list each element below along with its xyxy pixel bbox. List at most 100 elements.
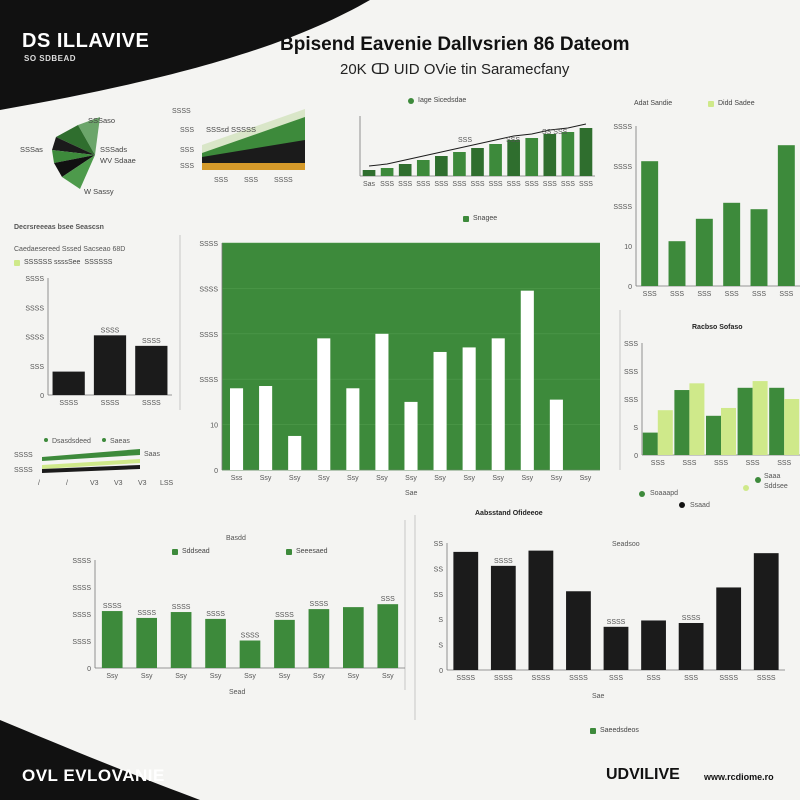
bar — [288, 435, 302, 470]
bar — [170, 612, 192, 668]
x-tick-label: SSS — [543, 181, 557, 188]
chart-top-mid: Sas SSS SSS SSS SSS SSS SSS SSS SSS SSS SSS SSS SSS S… — [359, 116, 595, 188]
bar — [750, 209, 768, 286]
fan-label-c: W Sassy — [84, 187, 114, 196]
area-band-black — [202, 140, 305, 163]
mini-label-c: Saas — [144, 451, 160, 458]
legend-swatch — [463, 215, 469, 222]
x-tick-label: SSSS — [494, 675, 513, 682]
data-label: SSSS — [275, 612, 294, 619]
chart-bottom-left: 0 SSSS SSSS SSSS SSSS SSSS Ssy SSSS Ssy SSSS Ssy SS… — [72, 558, 405, 680]
legend-label: Seeesaed — [296, 548, 328, 555]
brand-logo-top: DS ILLAVIVE — [22, 30, 150, 52]
y-tick-label: SSSS — [72, 612, 91, 619]
bottom-right-title: Seadsoo — [612, 541, 640, 548]
y-tick-label: 0 — [634, 453, 638, 460]
bar — [695, 218, 713, 286]
bar — [716, 587, 742, 670]
bar — [229, 388, 244, 470]
area-xtick: SSS — [244, 177, 258, 184]
x-tick-label: SSSS — [456, 675, 475, 682]
y-tick-label: SSSS — [72, 585, 91, 592]
fan-chart: SSSaso SSSas SSSads WV Sdaae W Sassy — [20, 116, 136, 196]
data-label: SSSS — [172, 604, 191, 611]
data-label: SSSS — [103, 603, 122, 610]
bar — [471, 148, 484, 176]
bottom-right-legend: Saeedsdeos — [590, 727, 639, 734]
x-tick-label: Ssy — [434, 475, 446, 482]
x-tick-label: SSSS — [532, 675, 551, 682]
legend-top-mid: Iage Sicedsdae — [408, 97, 466, 104]
legend-swatch — [408, 97, 414, 104]
area-xtick: SSS — [214, 177, 228, 184]
x-tick-label: SSS — [470, 181, 484, 188]
x-tick-label: SSS — [697, 291, 711, 298]
bar — [777, 145, 795, 286]
legend-dot — [679, 502, 685, 508]
x-tick-label: SSS — [452, 181, 466, 188]
bar — [721, 407, 737, 455]
bar — [705, 415, 721, 455]
x-tick-label: SSS — [434, 181, 448, 188]
bar — [362, 170, 376, 176]
top-left-black-corner — [0, 0, 370, 110]
main-xlabel: Sae — [405, 490, 418, 497]
page-subtitle: 20K ↀ UID OVie tin Saramecfany — [340, 61, 570, 78]
bar — [543, 134, 557, 176]
mini-xtick: / — [66, 480, 68, 487]
legend-label: Snagee — [473, 215, 498, 222]
bar — [377, 604, 399, 668]
x-tick-label: Ssy — [106, 673, 118, 680]
mini-dot — [102, 438, 106, 442]
x-tick-label: Ssy — [382, 673, 394, 680]
area-ytick: SSSS — [172, 108, 191, 115]
legend-label: SSSSSS ssssSee — [24, 259, 81, 266]
y-tick-label: SSSS — [199, 332, 218, 339]
legend-dot — [743, 485, 749, 491]
y-tick-label: SSSS — [25, 276, 44, 283]
legend-swatch — [286, 548, 292, 555]
bar — [507, 140, 520, 176]
brand-subtitle-top: SO SDBEAD — [24, 54, 77, 63]
y-tick-label: SSSS — [25, 335, 44, 342]
bar — [101, 611, 123, 668]
bar — [579, 128, 593, 176]
legend-label: Sddsead — [182, 548, 210, 555]
fan-label-left: SSSas — [20, 145, 43, 154]
x-tick-label: SSS — [489, 181, 503, 188]
fan-slice — [54, 155, 95, 177]
mini-label-a: Dsasdsdeed — [52, 438, 91, 445]
legend-label: Adat Sandie — [634, 100, 673, 107]
bottom-left-legend-a: Sddsead — [172, 548, 210, 555]
y-tick-label: 10 — [210, 423, 218, 430]
x-tick-label: SSS — [525, 181, 539, 188]
bar — [668, 241, 686, 286]
bar — [380, 168, 394, 176]
bar — [453, 551, 479, 670]
y-tick-label: SSSS — [72, 639, 91, 646]
x-tick-label: SSS — [579, 181, 593, 188]
fan-slice — [62, 155, 95, 189]
mini-line-light — [42, 459, 140, 469]
legend-swatch — [590, 727, 596, 734]
bar — [259, 386, 273, 470]
x-tick-label: Ssy — [376, 475, 388, 482]
bar — [433, 351, 447, 470]
x-tick-label: SSS — [777, 460, 791, 467]
mini-xtick: V3 — [90, 480, 99, 487]
mini-xtick: / — [38, 480, 40, 487]
bar — [641, 161, 659, 286]
mini-ytick: SSSS — [14, 452, 33, 459]
bottom-center-title: Aabsstand Ofideeoe — [475, 510, 543, 517]
data-label: SSSS — [142, 338, 161, 345]
x-tick-label: SSS — [684, 675, 698, 682]
x-tick-label: SSS — [682, 460, 696, 467]
x-tick-label: Ssy — [347, 673, 359, 680]
legend-main: Snagee — [463, 215, 497, 222]
y-tick-label: S — [438, 643, 443, 650]
x-tick-label: Ssy — [580, 475, 592, 482]
bar — [641, 620, 666, 670]
x-tick-label: Ssy — [210, 673, 222, 680]
y-tick-label: SS — [434, 541, 444, 548]
